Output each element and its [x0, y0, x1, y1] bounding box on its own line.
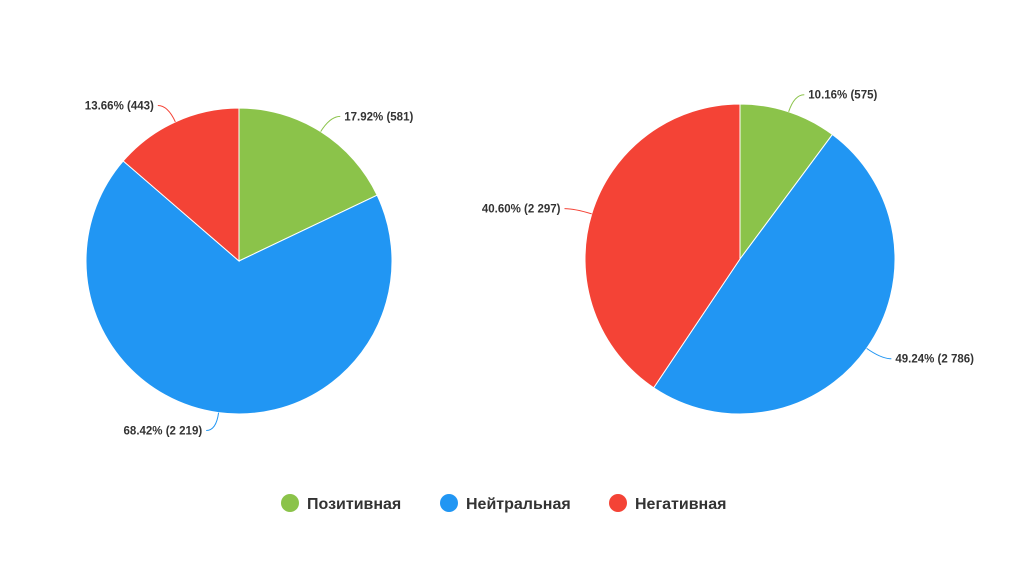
pie-chart-left: 17.92% (581) 68.42% (2 219) 13.66% (443): [85, 101, 414, 438]
legend-label-neutral: Нейтральная: [466, 496, 571, 513]
legend-item-positive[interactable]: Позитивная: [281, 494, 401, 513]
legend-item-negative[interactable]: Негативная: [609, 494, 726, 513]
slice-label-negative: 40.60% (2 297): [482, 204, 561, 216]
leader-line-positive: [320, 115, 341, 132]
chart-legend: Позитивная Нейтральная Негативная: [281, 494, 726, 513]
slice-label-negative: 13.66% (443): [85, 101, 154, 113]
blue-circle-icon: [440, 494, 458, 512]
pie-slice-negative[interactable]: [584, 103, 741, 389]
slice-label-neutral: 49.24% (2 786): [895, 354, 974, 366]
slice-label-positive: 10.16% (575): [808, 90, 877, 102]
slice-label-neutral: 68.42% (2 219): [124, 425, 203, 437]
leader-line-negative: [564, 208, 592, 215]
leader-line-negative: [157, 105, 176, 123]
pie-slice-positive[interactable]: [739, 103, 834, 261]
leader-line-neutral: [866, 347, 892, 360]
pie-slice-negative[interactable]: [122, 107, 240, 263]
green-circle-icon: [281, 494, 299, 512]
legend-item-neutral[interactable]: Нейтральная: [440, 494, 571, 513]
leader-line-positive: [788, 94, 805, 112]
legend-label-positive: Позитивная: [307, 496, 401, 513]
red-circle-icon: [609, 494, 627, 512]
pie-slice-neutral[interactable]: [652, 133, 896, 415]
slice-label-positive: 17.92% (581): [344, 111, 413, 123]
leader-line-neutral: [206, 412, 220, 431]
pie-slice-positive[interactable]: [238, 107, 378, 262]
legend-label-negative: Негативная: [635, 496, 726, 513]
pie-chart-right: 10.16% (575) 49.24% (2 786) 40.60% (2 297): [482, 90, 974, 415]
